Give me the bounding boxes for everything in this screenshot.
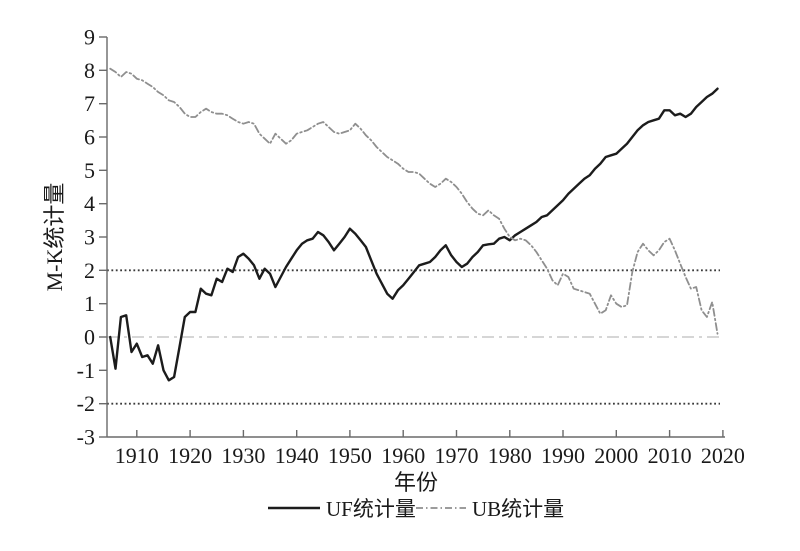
x-tick-label: 1920 bbox=[168, 443, 212, 468]
y-axis-title: M-K统计量 bbox=[42, 183, 67, 292]
x-tick-label: 2000 bbox=[594, 443, 638, 468]
y-tick-label: 5 bbox=[84, 158, 95, 183]
y-tick-label: -2 bbox=[77, 391, 95, 416]
y-tick-label: 6 bbox=[84, 125, 95, 150]
legend: UF统计量 UB统计量 bbox=[268, 497, 564, 521]
y-tick-label: 9 bbox=[84, 25, 95, 50]
reference-lines bbox=[107, 269, 720, 405]
x-tick-label: 2010 bbox=[648, 443, 692, 468]
x-tick-label: 1970 bbox=[435, 443, 479, 468]
y-tick-label: 8 bbox=[84, 58, 95, 83]
y-tick-label: 4 bbox=[84, 191, 95, 216]
y-tick-label: 7 bbox=[84, 91, 95, 116]
ub-series-line bbox=[109, 67, 719, 335]
x-tick-label: 1960 bbox=[381, 443, 425, 468]
legend-ub-label: UB统计量 bbox=[472, 497, 564, 521]
y-tick-label: 1 bbox=[84, 291, 95, 316]
x-tick-label: 1980 bbox=[488, 443, 532, 468]
y-tick-label: -1 bbox=[77, 358, 95, 383]
x-tick-label: 1990 bbox=[541, 443, 585, 468]
x-tick-label: 2020 bbox=[701, 443, 745, 468]
x-tick-label: 1950 bbox=[328, 443, 372, 468]
x-axis-title: 年份 bbox=[394, 470, 438, 495]
x-tick-label: 1930 bbox=[221, 443, 265, 468]
y-tick-label: 3 bbox=[84, 225, 95, 250]
legend-uf-label: UF统计量 bbox=[326, 497, 416, 521]
y-tick-label: 0 bbox=[84, 325, 95, 350]
x-tick-label: 1940 bbox=[275, 443, 319, 468]
y-tick-label: 2 bbox=[84, 258, 95, 283]
series-lines bbox=[108, 67, 719, 382]
y-tick-label: -3 bbox=[77, 425, 95, 450]
x-tick-label: 1910 bbox=[115, 443, 159, 468]
uf-series-line bbox=[108, 87, 719, 382]
axes: -3 -2 -1 0 1 2 3 4 5 6 7 8 9 1910 1920 1930 1940 1950 1960… bbox=[77, 25, 745, 469]
